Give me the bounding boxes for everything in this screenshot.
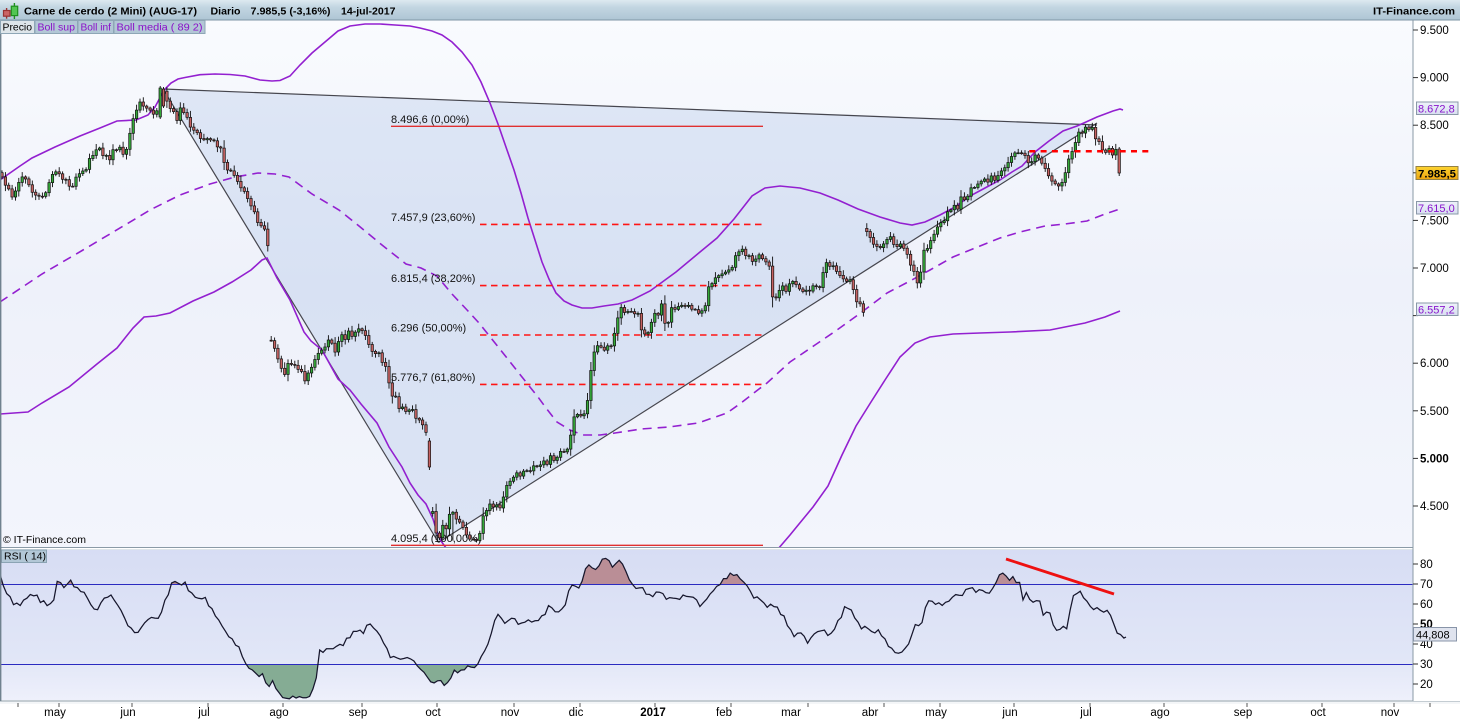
svg-text:8.500: 8.500 — [1420, 120, 1449, 132]
svg-text:Precio: Precio — [3, 22, 33, 34]
svg-text:8.672,8: 8.672,8 — [1418, 104, 1455, 116]
svg-text:80: 80 — [1420, 559, 1433, 571]
svg-text:IT-Finance.com: IT-Finance.com — [1373, 6, 1455, 18]
svg-text:6.296 (50,00%): 6.296 (50,00%) — [391, 323, 466, 335]
svg-text:14-jul-2017: 14-jul-2017 — [341, 6, 396, 18]
svg-text:60: 60 — [1420, 599, 1433, 611]
svg-text:Diario: Diario — [211, 6, 241, 18]
svg-text:jul: jul — [1079, 707, 1092, 719]
svg-text:mar: mar — [781, 707, 801, 719]
svg-text:8.496,6 (0,00%): 8.496,6 (0,00%) — [391, 114, 469, 126]
svg-text:7.000: 7.000 — [1420, 263, 1449, 275]
svg-text:Boll inf: Boll inf — [81, 22, 112, 34]
svg-text:Boll sup: Boll sup — [38, 22, 76, 34]
svg-text:Boll media ( 89 2): Boll media ( 89 2) — [117, 22, 203, 34]
svg-text:abr: abr — [862, 707, 879, 719]
svg-text:70: 70 — [1420, 579, 1433, 591]
svg-text:9.500: 9.500 — [1420, 25, 1449, 37]
svg-text:nov: nov — [1381, 707, 1400, 719]
svg-text:nov: nov — [501, 707, 520, 719]
svg-text:jun: jun — [1001, 707, 1017, 719]
svg-text:jul: jul — [197, 707, 210, 719]
svg-text:ago: ago — [269, 707, 288, 719]
svg-text:2017: 2017 — [640, 707, 666, 719]
svg-text:sep: sep — [1234, 707, 1253, 719]
svg-text:7.985,5: 7.985,5 — [1418, 169, 1456, 181]
svg-text:oct: oct — [1310, 707, 1326, 719]
svg-text:jun: jun — [119, 707, 135, 719]
svg-text:30: 30 — [1420, 659, 1433, 671]
svg-text:© IT-Finance.com: © IT-Finance.com — [3, 534, 86, 546]
svg-text:6.000: 6.000 — [1420, 358, 1449, 370]
svg-text:oct: oct — [425, 707, 441, 719]
svg-text:Carne de cerdo (2 Mini) (AUG-1: Carne de cerdo (2 Mini) (AUG-17) — [24, 6, 197, 18]
svg-text:9.000: 9.000 — [1420, 73, 1449, 85]
svg-text:7.500: 7.500 — [1420, 215, 1449, 227]
svg-text:7.457,9 (23,60%): 7.457,9 (23,60%) — [391, 212, 475, 224]
svg-text:6.815,4 (38,20%): 6.815,4 (38,20%) — [391, 273, 475, 285]
svg-text:7.615,0: 7.615,0 — [1418, 203, 1455, 215]
svg-text:dic: dic — [569, 707, 584, 719]
svg-text:may: may — [925, 707, 947, 719]
svg-text:5.500: 5.500 — [1420, 406, 1449, 418]
svg-text:7.985,5 (-3,16%): 7.985,5 (-3,16%) — [251, 6, 331, 18]
svg-text:ago: ago — [1150, 707, 1169, 719]
svg-text:6.557,2: 6.557,2 — [1418, 305, 1455, 317]
svg-text:44,808: 44,808 — [1416, 630, 1450, 642]
svg-text:4.500: 4.500 — [1420, 501, 1449, 513]
svg-text:RSI ( 14): RSI ( 14) — [4, 551, 46, 563]
svg-text:5.000: 5.000 — [1420, 453, 1449, 465]
svg-text:sep: sep — [349, 707, 368, 719]
svg-text:20: 20 — [1420, 679, 1433, 691]
svg-text:feb: feb — [716, 707, 732, 719]
svg-text:may: may — [44, 707, 66, 719]
svg-text:5.776,7 (61,80%): 5.776,7 (61,80%) — [391, 372, 475, 384]
